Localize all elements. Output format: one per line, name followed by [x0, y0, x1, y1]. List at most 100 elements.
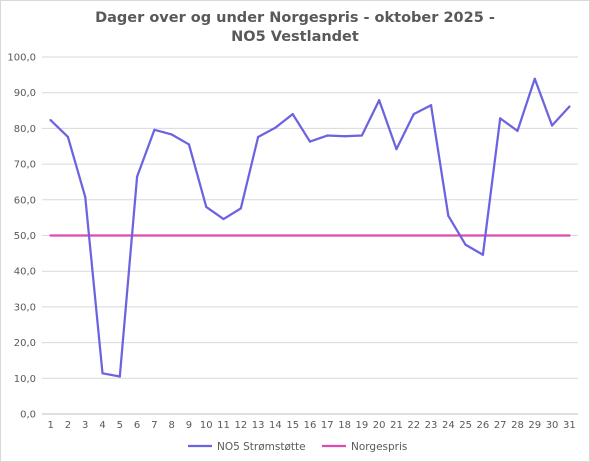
y-tick-label: 70,0 [14, 160, 36, 171]
data-point [378, 234, 381, 237]
data-point [170, 234, 173, 237]
y-tick-label: 50,0 [14, 231, 36, 242]
data-point [395, 234, 398, 237]
data-point [84, 234, 87, 237]
data-point [135, 175, 139, 178]
x-tick-label: 29 [528, 420, 541, 431]
x-tick-label: 31 [563, 420, 576, 431]
data-point [101, 372, 104, 375]
x-tick-label: 7 [151, 420, 157, 431]
data-point [49, 119, 52, 122]
data-point [187, 234, 191, 237]
data-point [499, 117, 502, 120]
data-point [118, 234, 121, 237]
data-point [257, 135, 260, 139]
y-tick-label: 40,0 [14, 267, 36, 278]
y-axis-tick-labels: 0,0 10,0 20,0 30,0 40,0 50,0 60,0 70,0 80,0 90,0 1… [7, 53, 36, 421]
data-point [447, 234, 450, 237]
x-tick-label: 4 [99, 420, 105, 431]
data-point [395, 148, 398, 151]
x-tick-label: 27 [494, 420, 507, 431]
x-tick-label: 18 [338, 420, 351, 431]
data-point [291, 234, 294, 237]
x-tick-label: 17 [321, 420, 334, 431]
y-tick-label: 80,0 [14, 124, 36, 135]
x-tick-label: 26 [477, 420, 490, 431]
data-point [568, 105, 571, 108]
data-point [205, 234, 208, 237]
x-tick-label: 24 [442, 420, 455, 431]
data-point [326, 134, 329, 137]
data-point [343, 135, 346, 138]
data-point [205, 205, 208, 209]
data-point [533, 77, 536, 80]
data-point [464, 234, 467, 237]
data-point [447, 214, 450, 217]
data-point [153, 234, 156, 237]
data-point [412, 113, 415, 116]
legend-item-norgespris: Norgespris [351, 441, 407, 453]
data-point [84, 195, 87, 199]
legend-item-no5-stromstotte: NO5 Strømstøtte [217, 441, 306, 453]
data-point [429, 234, 433, 237]
data-point [429, 104, 433, 107]
y-tick-label: 10,0 [14, 374, 36, 385]
x-tick-label: 2 [65, 420, 71, 431]
data-point [222, 234, 225, 237]
x-tick-label: 6 [134, 420, 140, 431]
chart-title-line-1: Dager over og under Norgespris - oktober… [95, 10, 495, 26]
data-point [239, 234, 242, 237]
data-point [550, 234, 554, 237]
x-tick-label: 8 [168, 420, 174, 431]
data-point [412, 234, 415, 237]
data-point [291, 113, 294, 116]
x-tick-label: 1 [47, 420, 53, 431]
y-tick-label: 30,0 [14, 302, 36, 313]
data-point [360, 234, 363, 237]
data-point [360, 134, 363, 137]
x-axis-tick-labels: 1 2 3 4 5 6 7 8 9 10 11 12 13 14 15 16 17 18 19 20 21 22 23 24 2… [47, 420, 575, 431]
x-tick-label: 15 [286, 420, 299, 431]
data-point [274, 126, 277, 129]
data-point [135, 234, 139, 237]
data-point [499, 234, 502, 237]
x-tick-label: 5 [117, 420, 123, 431]
x-tick-label: 16 [304, 420, 317, 431]
x-tick-label: 3 [82, 420, 88, 431]
data-point [239, 207, 242, 210]
data-point [308, 140, 312, 143]
y-tick-label: 100,0 [7, 53, 36, 64]
x-tick-label: 12 [234, 420, 247, 431]
x-tick-label: 23 [425, 420, 438, 431]
data-point [378, 99, 381, 102]
data-point [187, 143, 191, 146]
x-tick-label: 11 [217, 420, 230, 431]
data-point [326, 234, 329, 237]
data-point [516, 129, 519, 132]
y-tick-label: 0,0 [20, 410, 36, 421]
x-tick-label: 20 [373, 420, 386, 431]
data-point [101, 234, 104, 237]
data-point [153, 128, 156, 131]
data-point [464, 243, 467, 246]
x-tick-label: 30 [546, 420, 559, 431]
x-tick-label: 9 [186, 420, 192, 431]
data-point [170, 133, 173, 136]
data-point [343, 234, 346, 237]
y-tick-label: 90,0 [14, 88, 36, 99]
series-layer [49, 77, 571, 378]
chart-title-line-2: NO5 Vestlandet [231, 29, 359, 45]
x-tick-label: 21 [390, 420, 403, 431]
data-point [533, 234, 536, 237]
data-point [481, 253, 485, 256]
x-tick-label: 22 [407, 420, 420, 431]
data-point [66, 135, 70, 139]
data-point [118, 375, 121, 378]
data-point [222, 217, 225, 221]
data-point [516, 234, 519, 237]
x-tick-label: 28 [511, 420, 524, 431]
x-tick-label: 25 [459, 420, 472, 431]
legend: NO5 Strømstøtte Norgespris [188, 441, 407, 453]
